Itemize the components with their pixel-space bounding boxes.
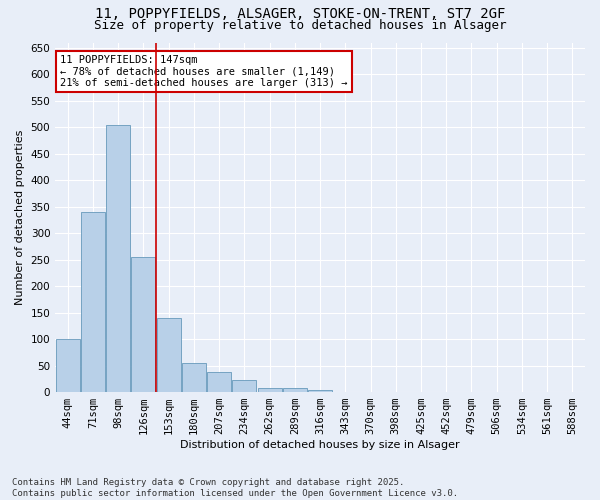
Bar xyxy=(106,124,130,392)
Bar xyxy=(131,257,155,392)
Text: Contains HM Land Registry data © Crown copyright and database right 2025.
Contai: Contains HM Land Registry data © Crown c… xyxy=(12,478,458,498)
Bar xyxy=(182,363,206,392)
Bar xyxy=(207,372,231,392)
Text: 11, POPPYFIELDS, ALSAGER, STOKE-ON-TRENT, ST7 2GF: 11, POPPYFIELDS, ALSAGER, STOKE-ON-TRENT… xyxy=(95,8,505,22)
Bar xyxy=(232,380,256,392)
Bar xyxy=(283,388,307,392)
Bar xyxy=(157,318,181,392)
Bar xyxy=(81,212,105,392)
Bar xyxy=(56,339,80,392)
Bar xyxy=(308,390,332,392)
Text: Size of property relative to detached houses in Alsager: Size of property relative to detached ho… xyxy=(94,19,506,32)
X-axis label: Distribution of detached houses by size in Alsager: Distribution of detached houses by size … xyxy=(180,440,460,450)
Y-axis label: Number of detached properties: Number of detached properties xyxy=(15,130,25,305)
Text: 11 POPPYFIELDS: 147sqm
← 78% of detached houses are smaller (1,149)
21% of semi-: 11 POPPYFIELDS: 147sqm ← 78% of detached… xyxy=(61,54,348,88)
Bar xyxy=(257,388,281,392)
